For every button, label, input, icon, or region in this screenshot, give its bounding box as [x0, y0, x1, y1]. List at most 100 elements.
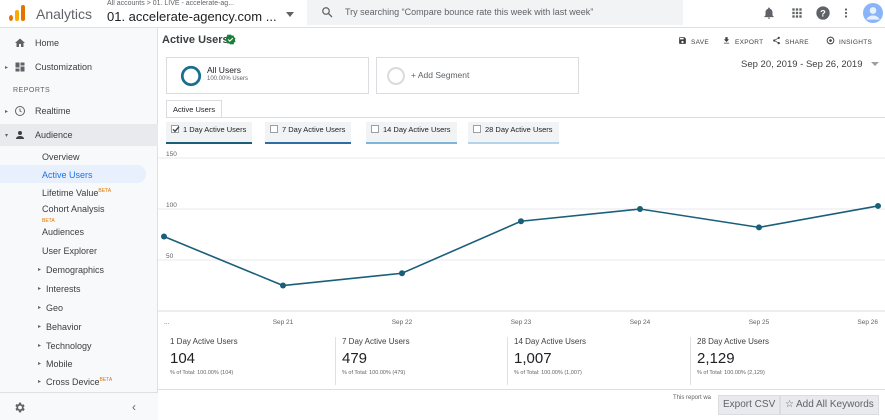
help-icon[interactable]: ? [815, 5, 831, 21]
active-item-highlight [0, 165, 146, 183]
segment-name: All Users [207, 65, 242, 75]
summary-title: 28 Day Active Users [697, 337, 770, 346]
save-icon [679, 37, 686, 44]
sidebar-item-audience[interactable]: ▾ Audience [0, 124, 158, 146]
data-point [280, 282, 286, 289]
data-point [161, 233, 167, 240]
sidebar-item-label: Technology [46, 341, 92, 351]
sidebar-item-interests[interactable]: ▸ Interests [38, 284, 81, 294]
insights-button[interactable]: INSIGHTS [826, 36, 872, 46]
sidebar-item-label: Cross Device [46, 377, 100, 387]
summary-divider [690, 337, 691, 385]
export-label: EXPORT [735, 39, 764, 46]
star-icon: ☆ [785, 399, 794, 410]
sidebar-item-cross-device[interactable]: ▸ Cross DeviceBETA [38, 377, 112, 387]
sidebar-item-technology[interactable]: ▸ Technology [38, 341, 92, 351]
sidebar-item-demographics[interactable]: ▸ Demographics [38, 265, 104, 275]
sidebar-item-geo[interactable]: ▸ Geo [38, 303, 63, 313]
metric-chip-7-day[interactable]: 7 Day Active Users [265, 122, 352, 144]
date-range-picker[interactable]: Sep 20, 2019 - Sep 26, 2019 [741, 59, 880, 70]
data-point [756, 224, 762, 231]
share-label: SHARE [785, 39, 809, 46]
sidebar-item-audiences[interactable]: Audiences [42, 227, 85, 237]
sidebar-item-label: Customization [35, 62, 93, 72]
checkbox-unchecked[interactable] [270, 125, 278, 133]
account-breadcrumb[interactable]: All accounts > 01. LIVE - accelerate-ag.… [107, 0, 235, 7]
sidebar: Home ▸ Customization REPORTS ▸ Realtime … [0, 28, 158, 420]
line-chart: 50 100 150... Sep 21 Sep 22 Sep 23 Sep 24 Sep 2… [158, 151, 885, 326]
metric-chip-1-day[interactable]: 1 Day Active Users [166, 122, 253, 144]
search-bar[interactable]: Try searching “Compare bounce rate this … [307, 0, 683, 25]
summary-value: 104 [170, 350, 196, 367]
data-point [518, 218, 524, 225]
sidebar-item-home[interactable]: Home [0, 32, 158, 54]
checkbox-checked[interactable] [171, 125, 180, 133]
save-button[interactable]: SAVE [678, 36, 709, 46]
summary-14-day: 14 Day Active Users 1,007 % of Total: 10… [514, 337, 674, 389]
x-tick-label: Sep 23 [511, 319, 532, 326]
collapse-arrow-icon: ▾ [5, 133, 9, 139]
metric-chip-label: 1 Day Active Users [183, 125, 247, 134]
summary-7-day: 7 Day Active Users 479 % of Total: 100.0… [342, 337, 502, 389]
export-csv-button[interactable]: Export CSV [718, 395, 781, 415]
more-vert-icon[interactable] [840, 5, 852, 21]
sidebar-item-cohort-analysis[interactable]: Cohort Analysis BETA [42, 204, 105, 224]
save-label: SAVE [691, 39, 710, 46]
export-button[interactable]: EXPORT [722, 36, 763, 46]
property-selector[interactable]: 01. accelerate-agency.com ... [107, 9, 277, 24]
collapse-sidebar-icon[interactable]: ‹ [132, 400, 136, 414]
chevron-down-icon[interactable] [286, 12, 294, 17]
add-all-keywords-label: Add All Keywords [795, 399, 874, 410]
search-input[interactable]: Try searching “Compare bounce rate this … [345, 7, 594, 17]
clock-icon [15, 106, 25, 116]
metric-chip-28-day[interactable]: 28 Day Active Users [468, 122, 559, 144]
sidebar-item-label: Cohort Analysis [42, 204, 105, 214]
sidebar-item-label: Behavior [46, 322, 82, 332]
summary-1-day: 1 Day Active Users 104 % of Total: 100.0… [170, 337, 330, 389]
segment-percentage: 100.00% Users [207, 76, 249, 82]
checkbox-unchecked[interactable] [371, 125, 379, 133]
sidebar-footer: ‹ [0, 392, 158, 420]
expand-arrow-icon: ▸ [38, 267, 42, 273]
sidebar-item-lifetime-value[interactable]: Lifetime ValueBETA [42, 188, 111, 198]
sidebar-item-active-users[interactable]: Active Users [42, 170, 93, 180]
tab-active-users[interactable]: Active Users [166, 100, 223, 118]
data-point [637, 206, 643, 212]
summary-28-day: 28 Day Active Users 2,129 % of Total: 10… [697, 337, 857, 389]
summary-title: 1 Day Active Users [170, 337, 238, 346]
main-content: Active Users SAVE EXPORT SHARE INSIGHTS … [158, 28, 885, 420]
summary-divider [507, 337, 508, 385]
apps-grid-icon[interactable] [790, 5, 804, 21]
download-icon [723, 37, 730, 44]
date-range-label: Sep 20, 2019 - Sep 26, 2019 [741, 59, 863, 70]
account-avatar[interactable] [863, 3, 883, 23]
analytics-logo[interactable] [9, 5, 25, 21]
sidebar-item-label: Interests [46, 284, 81, 294]
settings-gear-icon[interactable] [13, 401, 26, 414]
expand-arrow-icon: ▸ [38, 343, 42, 349]
sidebar-item-label: Home [35, 38, 60, 48]
report-note: This report wa [673, 395, 712, 401]
summary-percentage: % of Total: 100.00% (2,129) [697, 370, 765, 376]
summary-title: 14 Day Active Users [514, 337, 587, 346]
sidebar-item-realtime[interactable]: ▸ Realtime [0, 100, 158, 122]
add-all-keywords-button[interactable]: ☆ Add All Keywords [780, 395, 879, 415]
share-button[interactable]: SHARE [772, 36, 809, 46]
metric-chip-14-day[interactable]: 14 Day Active Users [366, 122, 457, 144]
series-color-underline [166, 142, 253, 144]
dashboard-icon [15, 62, 25, 72]
sidebar-item-overview[interactable]: Overview [42, 152, 80, 162]
y-tick-label: 50 [166, 253, 174, 260]
add-segment-button[interactable]: + Add Segment [376, 57, 579, 94]
insights-label: INSIGHTS [839, 39, 873, 46]
bell-icon[interactable] [762, 5, 776, 21]
sidebar-item-behavior[interactable]: ▸ Behavior [38, 322, 82, 332]
top-bar: Analytics All accounts > 01. LIVE - acce… [0, 0, 885, 28]
segment-all-users[interactable]: All Users 100.00% Users [166, 57, 369, 94]
checkbox-unchecked[interactable] [473, 125, 481, 133]
sidebar-item-customization[interactable]: ▸ Customization [0, 56, 158, 78]
sidebar-item-user-explorer[interactable]: User Explorer [42, 246, 98, 256]
summary-percentage: % of Total: 100.00% (1,007) [514, 370, 582, 376]
sidebar-item-mobile[interactable]: ▸ Mobile [38, 359, 73, 369]
metric-chip-label: 28 Day Active Users [485, 125, 553, 134]
